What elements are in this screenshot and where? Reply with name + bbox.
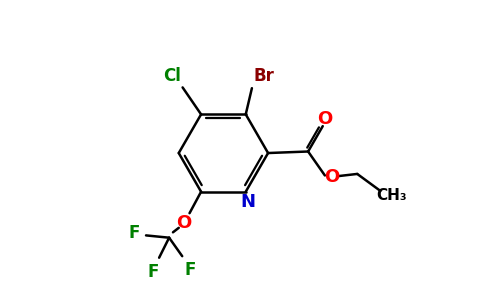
Text: CH₃: CH₃ <box>376 188 407 203</box>
Text: Cl: Cl <box>163 67 181 85</box>
Text: F: F <box>128 224 139 242</box>
Text: O: O <box>324 168 339 186</box>
Text: O: O <box>317 110 332 128</box>
Text: N: N <box>241 193 256 211</box>
Text: Br: Br <box>254 67 274 85</box>
Text: F: F <box>184 261 196 279</box>
Text: O: O <box>176 214 191 232</box>
Text: F: F <box>147 263 159 281</box>
